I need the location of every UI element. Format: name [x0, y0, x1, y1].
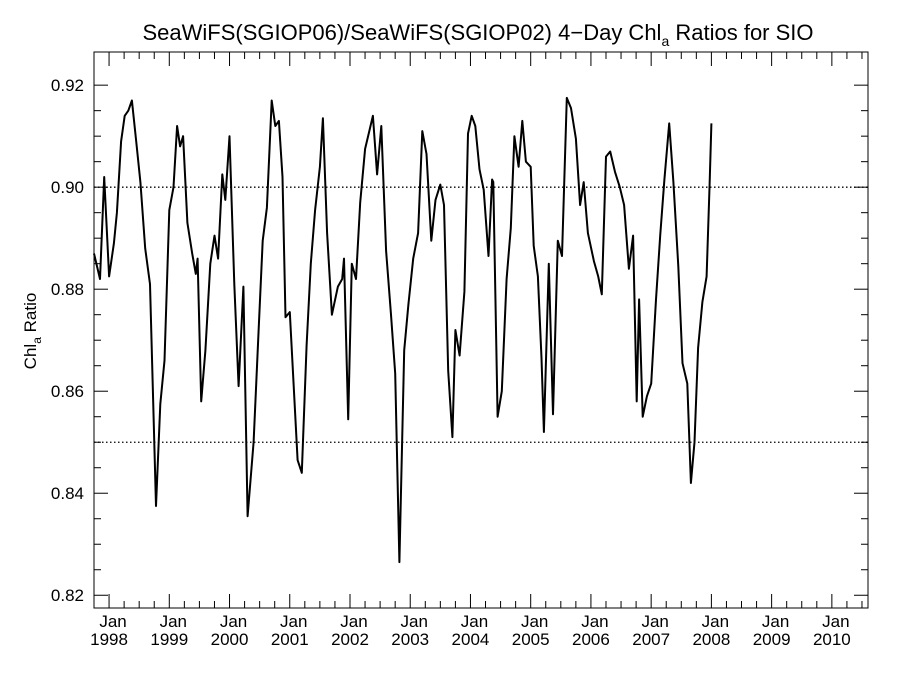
x-tick-month-label: Jan [99, 612, 126, 631]
x-tick-year-label: 2004 [452, 630, 490, 649]
reference-lines [94, 186, 868, 443]
x-tick-month-label: Jan [581, 612, 608, 631]
x-tick-year-label: 2010 [813, 630, 851, 649]
chart-title-tail: Ratios for SIO [669, 20, 813, 45]
y-tick-label: 0.92 [51, 76, 84, 95]
x-tick-month-label: Jan [822, 612, 849, 631]
x-tick-month-label: Jan [401, 612, 428, 631]
x-tick-month-label: Jan [160, 612, 187, 631]
x-tick-year-label: 1998 [90, 630, 128, 649]
plot-frame [93, 51, 869, 609]
x-tick-month-label: Jan [641, 612, 668, 631]
x-tick-month-label: Jan [340, 612, 367, 631]
x-tick-month-label: Jan [702, 612, 729, 631]
y-axis-label-tail: Ratio [21, 293, 40, 337]
chart-title-main: SeaWiFS(SGIOP06)/SeaWiFS(SGIOP02) 4−Day … [142, 20, 661, 45]
x-tick-year-label: 2003 [391, 630, 429, 649]
y-axis: 0.82 0.84 0.86 0.88 0.90 0.92 [51, 76, 868, 605]
x-tick-year-label: 2009 [753, 630, 791, 649]
series-line [93, 96, 713, 564]
x-tick-year-label: 2002 [331, 630, 369, 649]
x-tick-year-label: 1999 [150, 630, 188, 649]
y-tick-label: 0.86 [51, 382, 84, 401]
x-tick-year-label: 2008 [692, 630, 730, 649]
y-tick-label: 0.88 [51, 280, 84, 299]
y-axis-label: Chla Ratio [21, 293, 44, 370]
x-tick-month-label: Jan [280, 612, 307, 631]
x-tick-year-label: 2001 [271, 630, 309, 649]
chart-title: SeaWiFS(SGIOP06)/SeaWiFS(SGIOP02) 4−Day … [142, 20, 813, 49]
y-axis-label-main: Chl [21, 344, 40, 370]
x-tick-year-label: 2007 [632, 630, 670, 649]
x-tick-month-label: Jan [762, 612, 789, 631]
x-tick-year-label: 2006 [572, 630, 610, 649]
x-axis: Jan1998Jan1999Jan2000Jan2001Jan2002Jan20… [90, 52, 863, 649]
chart-title-subscript: a [661, 33, 669, 49]
y-tick-label: 0.84 [51, 484, 84, 503]
x-tick-month-label: Jan [521, 612, 548, 631]
x-tick-year-label: 2000 [211, 630, 249, 649]
y-tick-label: 0.82 [51, 586, 84, 605]
y-axis-label-subscript: a [30, 337, 44, 344]
y-tick-label: 0.90 [51, 178, 84, 197]
x-tick-year-label: 2005 [512, 630, 550, 649]
x-tick-month-label: Jan [461, 612, 488, 631]
x-tick-month-label: Jan [220, 612, 247, 631]
